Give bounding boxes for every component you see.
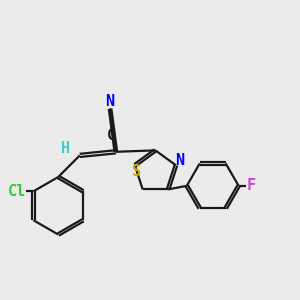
Text: N: N [106,94,115,109]
Text: F: F [246,178,255,193]
Text: N: N [175,153,184,168]
Text: H: H [61,141,70,156]
Text: Cl: Cl [8,184,26,199]
Text: C: C [107,128,116,143]
Text: S: S [132,164,141,179]
